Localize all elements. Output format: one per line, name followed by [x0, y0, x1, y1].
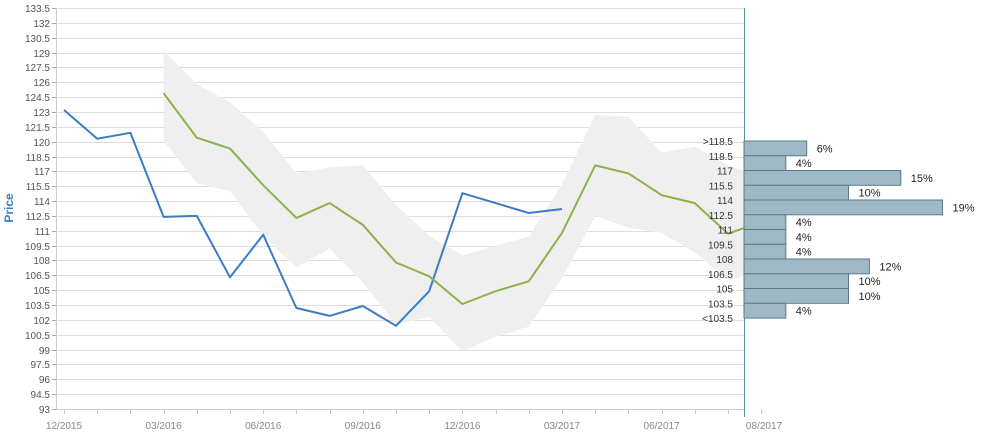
x-tick-label: 03/2017 [544, 421, 581, 432]
y-tick-label: 111 [35, 227, 51, 238]
histogram-bar [743, 243, 787, 260]
histogram-bar [743, 288, 849, 304]
histogram-bar [743, 140, 808, 157]
histogram-bar [743, 170, 902, 186]
histogram-bar [743, 229, 787, 245]
histogram-bar [743, 258, 870, 275]
histogram-bin-label: 109.5 [708, 240, 733, 251]
y-tick-label: 97.5 [31, 360, 51, 371]
histogram-percent: 10% [859, 291, 881, 303]
y-tick-label: 114 [34, 197, 50, 208]
forecast-band [163, 50, 762, 352]
band-area [163, 50, 762, 352]
y-tick-label: 112.5 [26, 212, 51, 223]
histogram-bin-label: <103.5 [702, 314, 733, 325]
histogram: 6% >118.5 4% 118.5 15% 117 10% 115.5 19% 114 4% 112… [702, 137, 975, 325]
y-tick-label: 118.5 [26, 153, 51, 164]
y-tick-label: 126 [33, 78, 50, 89]
y-tick-label: 102 [33, 316, 50, 327]
histogram-percent: 6% [817, 143, 833, 155]
y-tick-label: 100.5 [25, 331, 50, 342]
y-tick-label: 123 [33, 108, 50, 119]
histogram-bar [743, 199, 943, 216]
x-tick-label: 09/2016 [345, 421, 382, 432]
histogram-bin-label: 114 [717, 196, 733, 207]
y-tick-label: 129 [33, 49, 50, 60]
histogram-bin-label: 111 [718, 226, 734, 237]
x-tick-label: 06/2017 [644, 421, 681, 432]
y-axis-title: Price [2, 193, 16, 223]
histogram-percent: 15% [911, 173, 933, 185]
histogram-bin-label: >118.5 [703, 137, 734, 148]
histogram-bar [743, 184, 849, 201]
histogram-percent: 4% [796, 158, 812, 170]
y-tick-label: 124.5 [25, 93, 50, 104]
y-tick-label: 130.5 [25, 34, 50, 45]
y-tick-label: 127.5 [25, 63, 50, 74]
histogram-bar [743, 214, 787, 231]
y-tick-label: 121.5 [25, 123, 50, 134]
histogram-bin-label: 117 [717, 167, 733, 178]
x-tick-label: 06/2016 [245, 421, 282, 432]
histogram-percent: 19% [953, 202, 975, 214]
x-tick-label: 03/2016 [146, 421, 183, 432]
histogram-bin-label: 108 [716, 255, 733, 266]
y-tick-label: 132 [33, 19, 50, 30]
y-axis-ticks: 133.5 132 130.5 129 127.5 126 124.5 123 121.5 120… [25, 4, 56, 416]
histogram-percent: 10% [859, 276, 881, 288]
y-tick-label: 120 [33, 138, 50, 149]
series-line-1 [63, 109, 563, 327]
y-tick-label: 108 [33, 256, 50, 267]
y-tick-label: 93 [39, 405, 51, 416]
y-tick-label: 115.5 [26, 182, 51, 193]
y-tick-label: 94.5 [31, 390, 51, 401]
histogram-percent: 10% [859, 188, 881, 200]
y-tick-label: 133.5 [25, 4, 50, 15]
histogram-bar [743, 302, 787, 319]
histogram-percent: 4% [796, 306, 812, 318]
x-axis-ticks: 12/2015 03/2016 06/2016 09/2016 12/2016 03/20… [46, 409, 783, 432]
y-tick-label: 105 [33, 286, 50, 297]
x-tick-label: 12/2016 [444, 421, 481, 432]
series-line-2 [162, 92, 762, 305]
series-lines [63, 92, 762, 327]
histogram-percent: 12% [879, 261, 901, 273]
histogram-bin-label: 106.5 [708, 270, 733, 281]
histogram-bin-label: 115.5 [709, 181, 734, 192]
histogram-bin-label: 103.5 [708, 299, 733, 310]
y-tick-label: 96 [39, 375, 51, 386]
y-tick-label: 99 [39, 346, 51, 357]
histogram-bin-label: 105 [716, 285, 733, 296]
y-tick-label: 117 [34, 167, 50, 178]
histogram-bin-label: 112.5 [709, 211, 734, 222]
histogram-bar [743, 155, 787, 172]
histogram-bar [743, 273, 849, 290]
x-tick-label: 08/2017 [746, 421, 783, 432]
x-tick-label: 12/2015 [46, 421, 83, 432]
histogram-percent: 4% [796, 217, 812, 229]
y-tick-label: 103.5 [25, 301, 50, 312]
y-tick-label: 109.5 [25, 242, 50, 253]
histogram-percent: 4% [796, 232, 812, 244]
histogram-percent: 4% [796, 247, 812, 259]
histogram-bin-label: 118.5 [709, 152, 734, 163]
y-tick-label: 106.5 [25, 271, 50, 282]
